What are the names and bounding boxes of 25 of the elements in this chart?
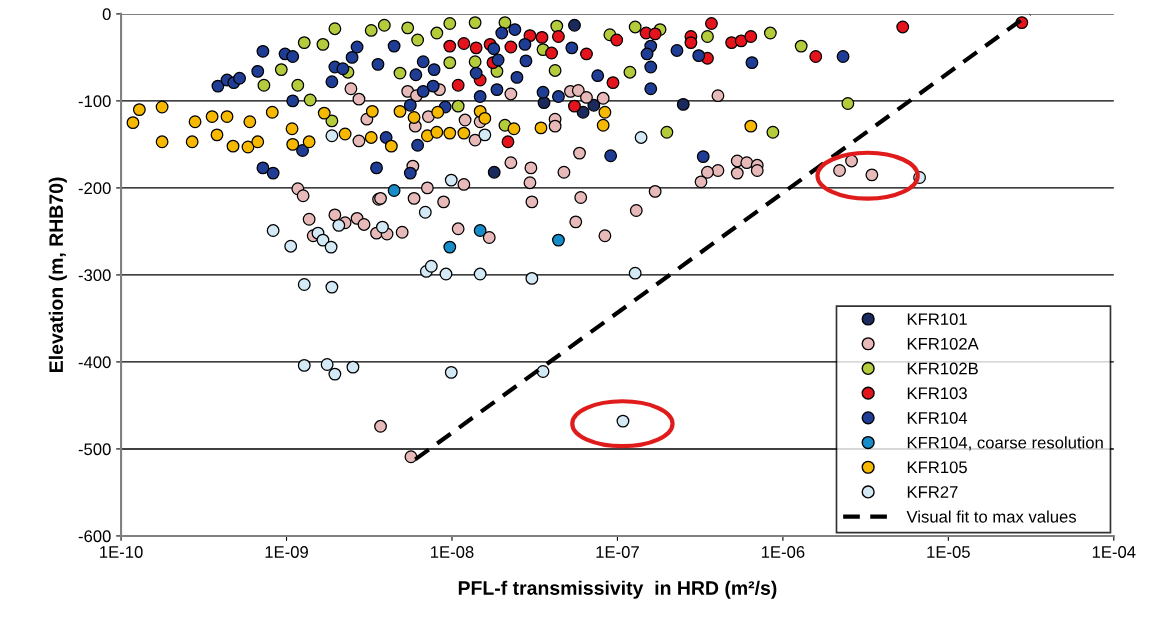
legend-label: KFR104 — [907, 412, 968, 424]
y-axis-title: Elevation (m, RHB70) — [48, 177, 67, 372]
x-tick-label: 1E-08 — [431, 546, 474, 558]
y-tick-label: -600 — [78, 530, 111, 543]
legend-label: KFR102B — [907, 362, 978, 375]
legend-label: KFR105 — [907, 461, 967, 474]
y-tick-label: 0 — [102, 8, 111, 21]
legend-label: KFR104, coarse resolution — [907, 436, 1103, 451]
x-tick-label: 1E-10 — [100, 546, 143, 558]
y-tick-label: -100 — [78, 95, 111, 108]
y-tick-label: -400 — [78, 356, 111, 369]
legend-label: KFR101 — [907, 313, 967, 326]
x-tick-label: 1E-09 — [265, 546, 308, 558]
y-tick-label: -500 — [78, 443, 111, 456]
legend-label: KFR102A — [907, 337, 979, 350]
y-tick-label: -300 — [78, 269, 111, 282]
x-tick-label: 1E-04 — [1092, 546, 1136, 558]
x-tick-label: 1E-07 — [596, 546, 639, 558]
legend-label: KFR103 — [907, 387, 967, 400]
y-tick-label: -200 — [78, 182, 111, 195]
x-tick-label: 1E-05 — [927, 546, 970, 558]
legend-label: KFR27 — [907, 486, 958, 498]
x-axis-title: PFL-f transmissivity in HRD (m²/s) — [458, 580, 777, 599]
legend-label: Visual fit to max values — [906, 510, 1077, 523]
x-tick-label: 1E-06 — [761, 546, 805, 558]
